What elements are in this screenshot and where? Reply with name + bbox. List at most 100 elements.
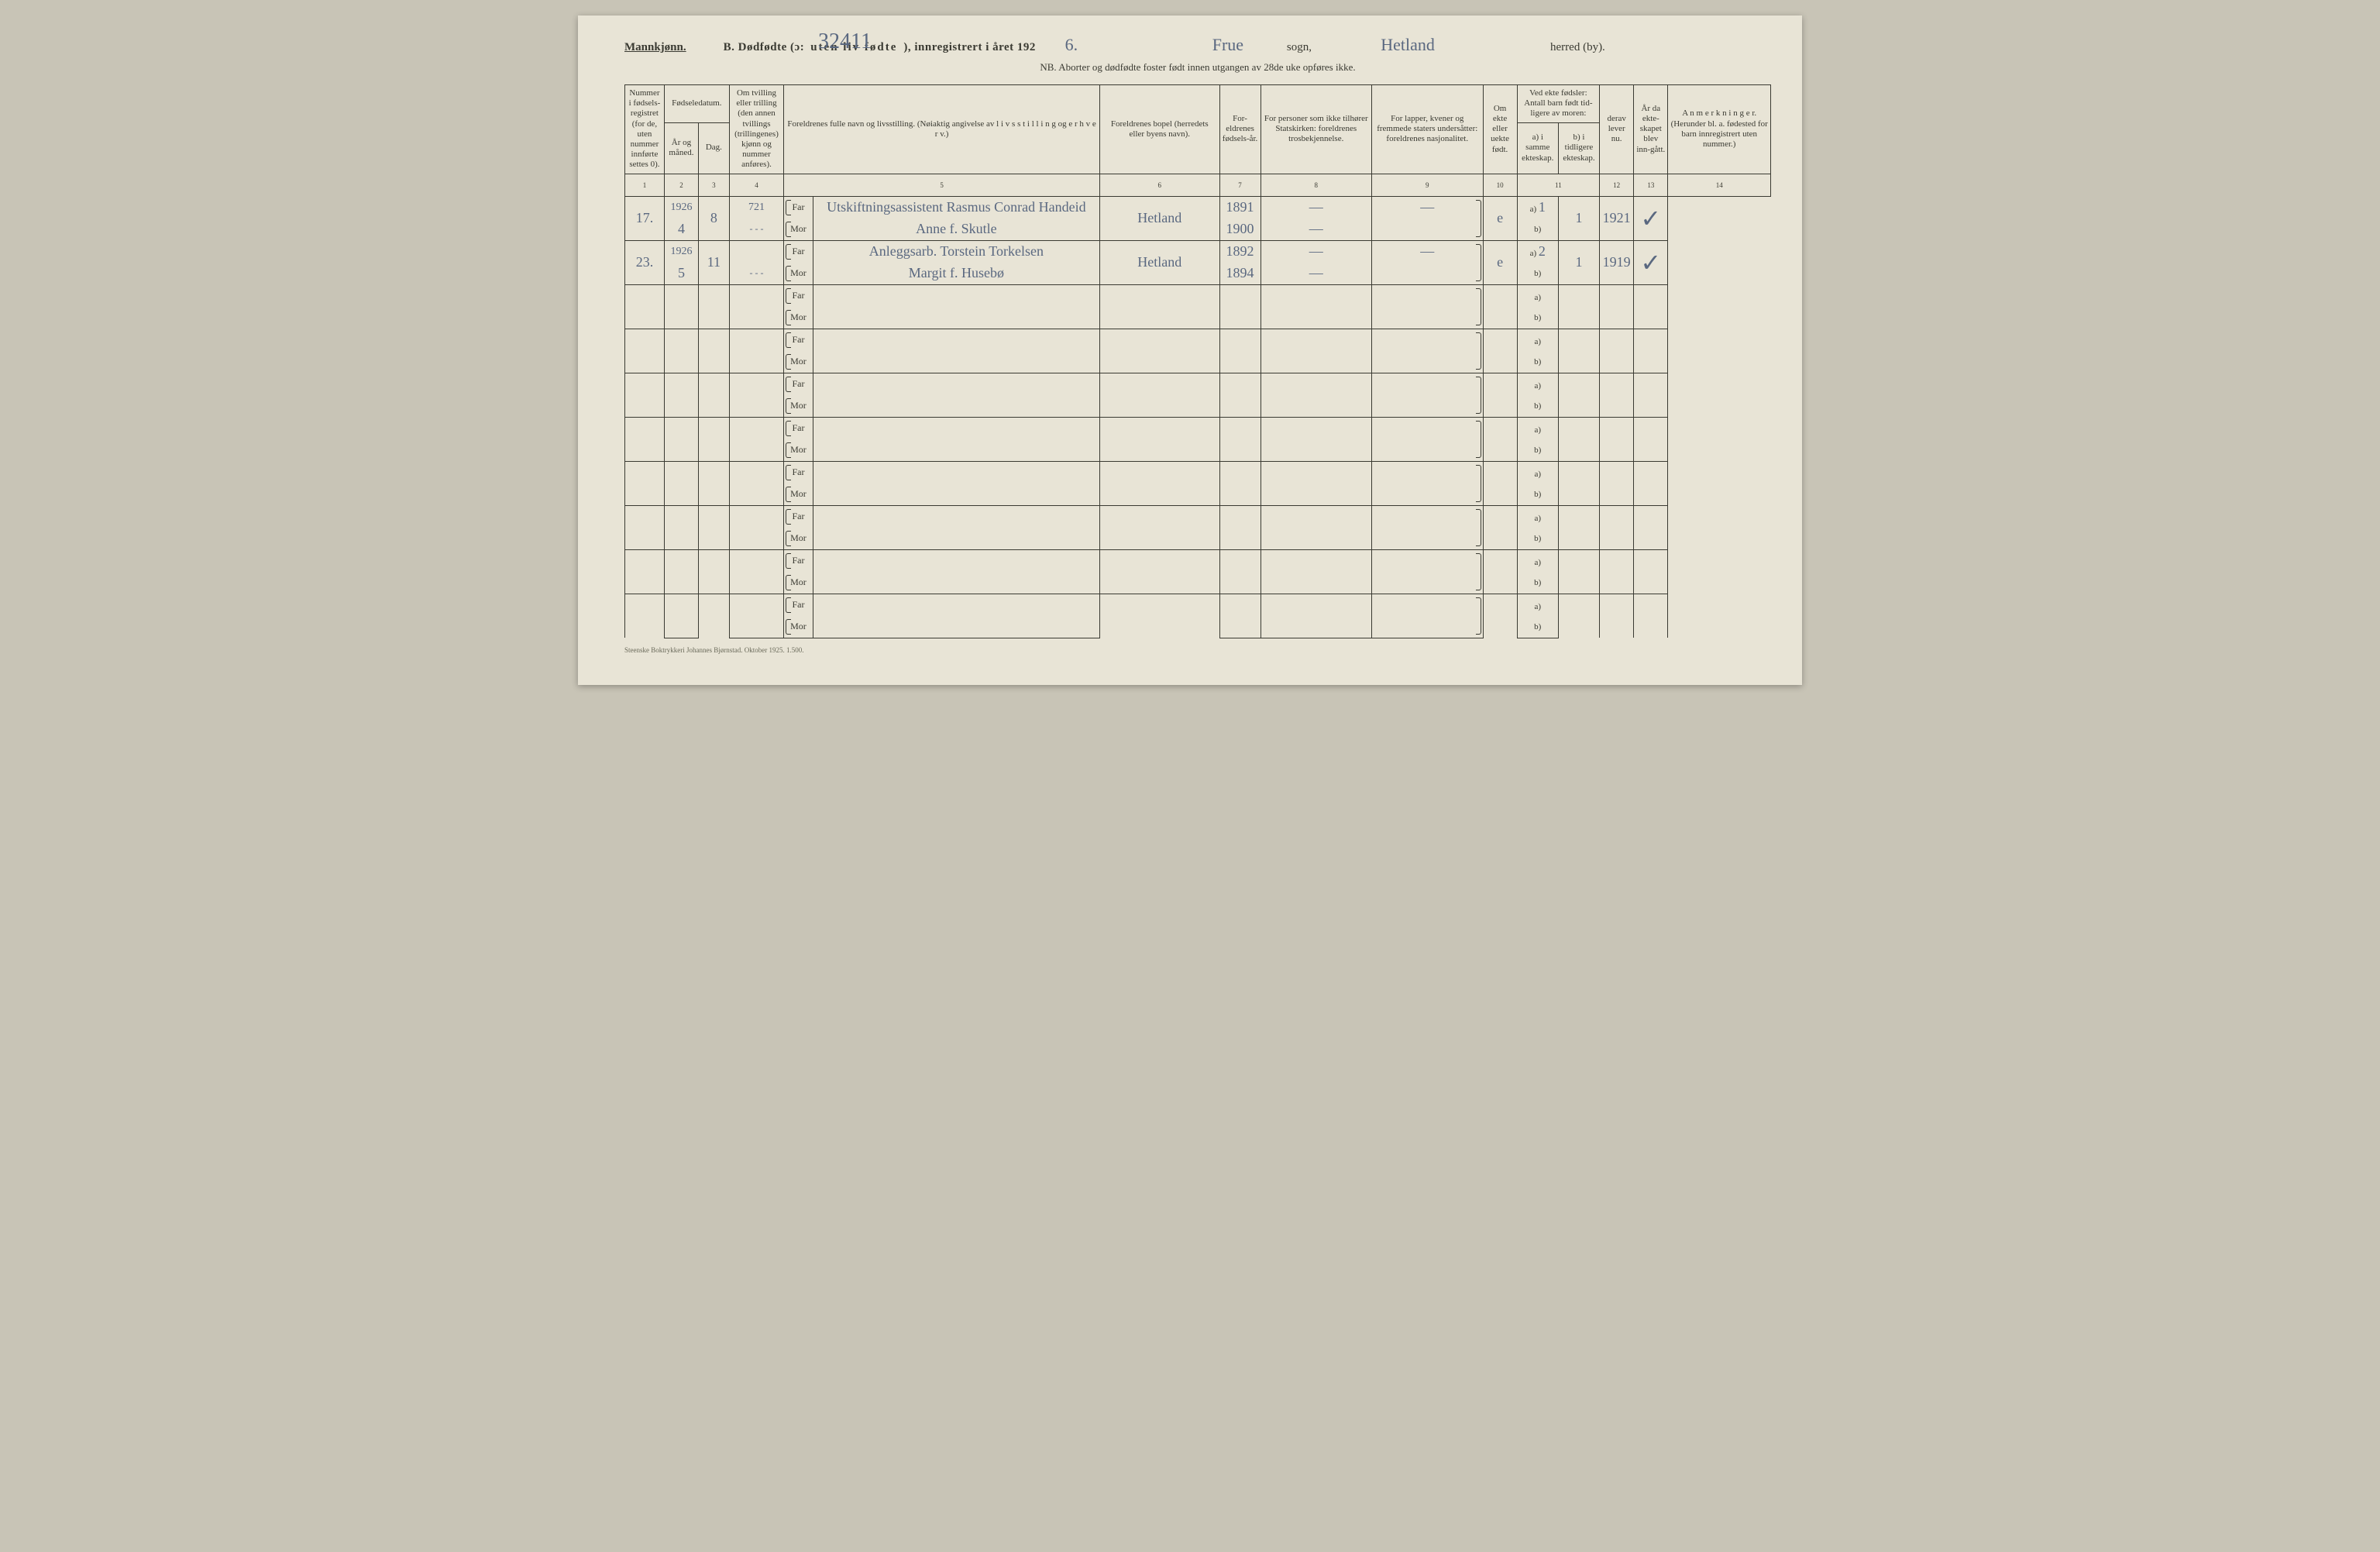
day-cell (699, 505, 730, 549)
colnum: 4 (729, 174, 783, 196)
month-cell (664, 483, 698, 506)
religion-far (1261, 329, 1371, 351)
legitimate (1483, 594, 1517, 638)
document-page: 32411 Mannkjønn. B. Dødfødte (ɔ: uten li… (578, 15, 1802, 685)
month-cell (664, 528, 698, 550)
nationality-far (1372, 594, 1483, 616)
year-digit-handwritten: 6. (1042, 35, 1101, 55)
day-cell (699, 594, 730, 638)
col2-group-header: Fødseledatum. (664, 85, 729, 123)
nationality-far (1372, 329, 1483, 351)
colnum: 2 (664, 174, 698, 196)
ab-b-label: b) (1517, 616, 1558, 638)
twin-cell (729, 284, 783, 307)
twin-sub (729, 307, 783, 329)
ab-b-label: b) (1517, 572, 1558, 594)
twin-cell (729, 594, 783, 616)
religion-far (1261, 594, 1371, 616)
religion-mor (1261, 351, 1371, 373)
sogn-handwritten: Frue (1175, 35, 1281, 55)
religion-mor (1261, 616, 1371, 638)
legitimate (1483, 549, 1517, 594)
marriage-year (1600, 549, 1634, 594)
nationality-mor (1372, 483, 1483, 506)
religion-far (1261, 549, 1371, 572)
month-cell: 4 (664, 219, 698, 241)
remarks (1634, 549, 1668, 594)
nationality-mor (1372, 616, 1483, 638)
nationality-mor (1372, 439, 1483, 462)
herred-label: herred (by). (1550, 41, 1605, 54)
month-cell (664, 439, 698, 462)
mother-name (813, 572, 1099, 594)
mor-label: Mor (784, 528, 813, 550)
religion-far (1261, 284, 1371, 307)
mor-label: Mor (784, 219, 813, 241)
colnum: 3 (699, 174, 730, 196)
col11-group-header: Ved ekte fødsler: Antall barn født tid-l… (1517, 85, 1599, 123)
twin-sub: - - - (729, 219, 783, 241)
residence (1100, 373, 1220, 417)
mor-label: Mor (784, 395, 813, 418)
residence (1100, 505, 1220, 549)
marriage-year (1600, 505, 1634, 549)
legitimate: e (1483, 196, 1517, 240)
religion-far (1261, 461, 1371, 483)
legitimate (1483, 284, 1517, 329)
mor-label: Mor (784, 307, 813, 329)
stillbirth-register-table: Nummer i fødsels-registret (for de, uten… (624, 84, 1771, 638)
year-cell (664, 417, 698, 439)
residence (1100, 461, 1220, 505)
colnum: 13 (1634, 174, 1668, 196)
table-row: Fara) (625, 329, 1771, 351)
residence (1100, 594, 1220, 638)
year-cell (664, 594, 698, 616)
colnum: 10 (1483, 174, 1517, 196)
column-number-row: 1 2 3 4 5 6 7 8 9 10 11 12 13 14 (625, 174, 1771, 196)
col8-header: For personer som ikke tilhører Statskirk… (1261, 85, 1371, 174)
col7-header: For-eldrenes fødsels-år. (1219, 85, 1261, 174)
mor-label: Mor (784, 572, 813, 594)
nationality-mor (1372, 528, 1483, 550)
mother-birth-year: 1900 (1219, 219, 1261, 241)
mother-name (813, 483, 1099, 506)
nationality-mor (1372, 263, 1483, 285)
father-name (813, 505, 1099, 528)
mor-label: Mor (784, 439, 813, 462)
gender-label: Mannkjønn. (624, 41, 686, 54)
father-name (813, 549, 1099, 572)
marriage-year (1600, 373, 1634, 417)
father-birth-year (1219, 461, 1261, 483)
father-birth-year (1219, 594, 1261, 616)
religion-far (1261, 505, 1371, 528)
living (1558, 505, 1599, 549)
residence: Hetland (1100, 240, 1220, 284)
remarks (1634, 284, 1668, 329)
mother-birth-year (1219, 395, 1261, 418)
ab-a-label: a) (1517, 417, 1558, 439)
mother-name (813, 616, 1099, 638)
twin-sub (729, 351, 783, 373)
religion-far (1261, 373, 1371, 395)
ab-b-label: b) (1517, 395, 1558, 418)
far-label: Far (784, 329, 813, 351)
mother-birth-year (1219, 307, 1261, 329)
year-cell (664, 329, 698, 351)
colnum: 5 (784, 174, 1100, 196)
far-label: Far (784, 594, 813, 616)
entry-number (625, 284, 665, 329)
entry-number (625, 594, 665, 638)
nationality-mor (1372, 395, 1483, 418)
living (1558, 329, 1599, 373)
marriage-year (1600, 594, 1634, 638)
residence: Hetland (1100, 196, 1220, 240)
father-birth-year: 1891 (1219, 196, 1261, 219)
remarks (1634, 417, 1668, 461)
living (1558, 549, 1599, 594)
father-name (813, 284, 1099, 307)
col14-header: A n m e r k n i n g e r. (Herunder bl. a… (1668, 85, 1771, 174)
twin-sub (729, 395, 783, 418)
father-name (813, 329, 1099, 351)
table-row: 17.19268721FarUtskiftningsassistent Rasm… (625, 196, 1771, 219)
father-birth-year (1219, 284, 1261, 307)
